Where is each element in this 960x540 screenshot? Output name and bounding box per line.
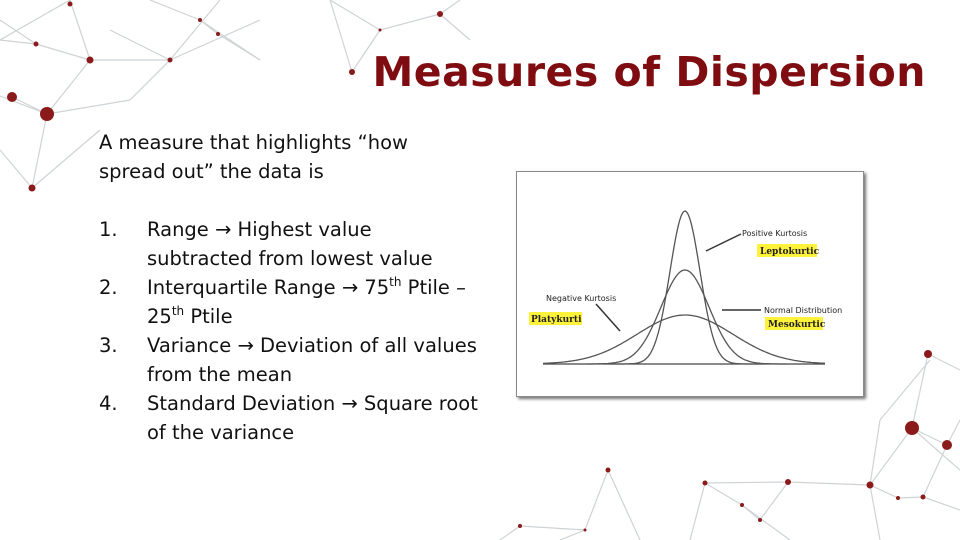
list-number: 4. [99,392,118,415]
list-item-text: Interquartile Range → 75th Ptile – 25th … [147,276,466,328]
text-run: Standard Deviation [147,392,342,415]
label-positive-kurtosis: Positive Kurtosis [742,229,807,238]
label-platykurti: Platykurti [531,315,582,325]
label-normal-distribution: Normal Distribution [764,306,842,315]
label-leptokurtic: Leptokurtic [760,247,820,257]
text-run: Ptile [184,305,233,328]
slide-title: Measures of Dispersion [372,48,926,96]
text-run: Variance [147,334,238,357]
text-run: Square root of the variance [147,392,478,444]
list-item-text: Range → Highest value subtracted from lo… [147,218,433,270]
superscript: th [171,304,185,318]
arrow-right-icon: → [237,334,254,357]
text-run: Highest value subtracted from lowest val… [147,218,433,270]
intro-text: A measure that highlights “how spread ou… [99,131,409,183]
text-run: Ptile – 25 [147,276,466,328]
list-item: 3. Variance → Deviation of all values fro… [99,331,479,389]
highlight-platy [529,312,582,325]
list-number: 3. [99,334,118,357]
mesokurtic-curve [587,269,787,365]
kurtosis-figure: Positive Kurtosis Leptokurtic Negative K… [516,171,864,397]
arrow-right-icon: → [215,218,232,241]
text-run: Interquartile Range [147,276,342,299]
arrow-right-icon: → [341,276,359,299]
highlight-meso [765,317,823,330]
text-run: Deviation of all values from the mean [147,334,477,386]
list-item: 4. Standard Deviation → Square root of th… [99,389,479,447]
label-negative-kurtosis: Negative Kurtosis [546,294,616,303]
kurtosis-diagram: Positive Kurtosis Leptokurtic Negative K… [529,210,842,365]
list-number: 1. [99,218,118,241]
platykurtic-curve [542,314,826,365]
superscript: th [389,275,402,289]
highlight-lepto [757,244,817,257]
text-run: 75 [358,276,390,299]
label-mesokurtic: Mesokurtic [768,320,826,330]
pointer-negative [595,303,621,332]
measures-list: 1. Range → Highest value subtracted from … [99,215,479,447]
list-item-text: Variance → Deviation of all values from … [147,334,477,386]
list-item: 1. Range → Highest value subtracted from … [99,215,479,273]
list-item: 2. Interquartile Range → 75th Ptile – 25t… [99,273,479,331]
text-run: Range [147,218,216,241]
arrow-right-icon: → [341,392,358,415]
body-text: A measure that highlights “how spread ou… [99,128,479,447]
pointer-positive [705,233,742,252]
leptokurtic-curve [612,210,762,365]
list-item-text: Standard Deviation → Square root of the … [147,392,478,444]
list-number: 2. [99,276,118,299]
